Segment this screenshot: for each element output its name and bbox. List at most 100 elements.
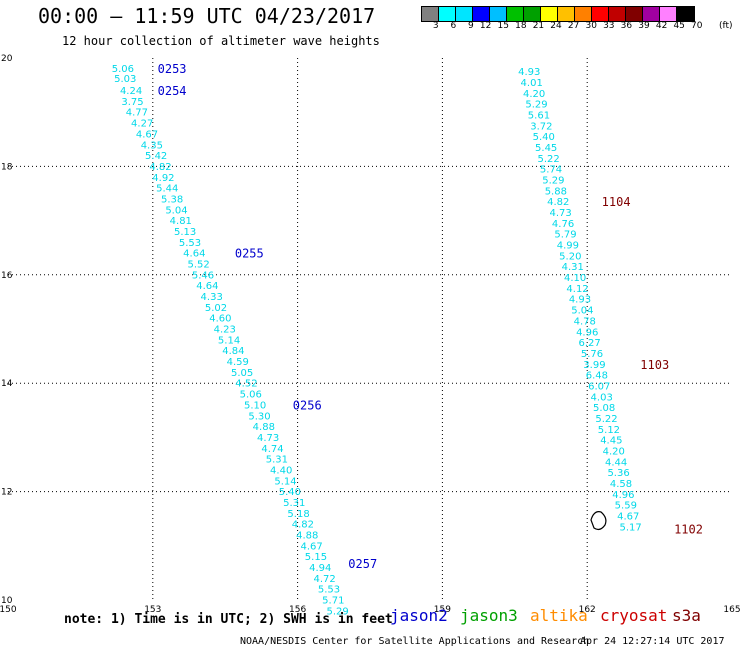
wave-height-value: 5.03 <box>114 74 136 85</box>
x-tick-label: 150 <box>0 605 17 615</box>
legend-altika: altika <box>530 606 588 625</box>
wave-height-value: 5.18 <box>287 509 309 520</box>
scale-label: 18 <box>515 21 527 31</box>
wave-height-value: 4.58 <box>610 479 632 490</box>
wave-height-value: 5.12 <box>598 425 620 436</box>
wave-height-value: 5.13 <box>174 227 196 238</box>
wave-height-value: 4.94 <box>309 563 331 574</box>
time-label-layer: 0253 0254 0255 0256 0257 1104 1103 1102 <box>158 62 703 571</box>
wave-height-value: 4.31 <box>562 262 584 273</box>
wave-height-value: 4.67 <box>300 541 322 552</box>
wave-height-value: 4.44 <box>605 457 627 468</box>
wave-height-value: 5.71 <box>322 596 344 607</box>
scale-label: 21 <box>532 21 545 31</box>
wave-height-value: 4.35 <box>141 140 163 151</box>
scale-swatch <box>456 7 473 21</box>
wave-height-value: 4.78 <box>574 316 596 327</box>
wave-height-value: 5.53 <box>318 585 340 596</box>
x-tick-label: 153 <box>144 605 161 615</box>
chart-title: 00:00 – 11:59 UTC 04/23/2017 <box>38 4 376 28</box>
wave-height-value: 5.06 <box>112 64 134 75</box>
wave-height-value: 4.88 <box>253 422 275 433</box>
y-tick-label: 20 <box>1 54 13 64</box>
wave-height-value: 5.61 <box>528 110 550 121</box>
y-tick-label: 14 <box>1 379 13 389</box>
color-scale-bar <box>421 6 695 22</box>
wave-height-value: 4.52 <box>235 379 257 390</box>
scale-label: 15 <box>497 21 509 31</box>
wave-height-value: 5.46 <box>192 270 214 281</box>
scale-label: 33 <box>603 21 615 31</box>
footer-credit: NOAA/NESDIS Center for Satellite Applica… <box>240 636 590 647</box>
island-outline <box>590 511 607 531</box>
scale-swatch <box>592 7 609 21</box>
wave-height-value: 5.53 <box>179 238 201 249</box>
wave-height-value: 3.99 <box>583 360 605 371</box>
wave-height-value: 6.27 <box>578 338 600 349</box>
scale-label: 45 <box>673 21 685 31</box>
legend-cryosat: cryosat <box>600 606 668 625</box>
wave-height-value: 5.04 <box>571 306 593 317</box>
x-tick-label: 165 <box>723 605 740 615</box>
scale-label: 39 <box>638 21 650 31</box>
wave-height-value: 5.08 <box>593 403 615 414</box>
wave-height-value: 4.27 <box>131 119 153 130</box>
wave-height-value: 4.40 <box>270 465 292 476</box>
wave-height-value: 3.75 <box>121 97 143 108</box>
wave-height-value: 5.76 <box>581 349 603 360</box>
wave-height-value: 4.64 <box>196 281 218 292</box>
scale-swatch <box>677 7 694 21</box>
wave-height-value: 5.45 <box>535 143 557 154</box>
wave-height-value: 5.31 <box>266 455 288 466</box>
scale-swatch <box>507 7 524 21</box>
wave-height-value: 4.81 <box>170 216 192 227</box>
pass-time-label: 1104 <box>602 195 631 209</box>
wave-height-value: 4.59 <box>227 357 249 368</box>
wave-height-value: 5.42 <box>145 151 167 162</box>
wave-height-value: 4.77 <box>126 108 148 119</box>
wave-height-value: 4.10 <box>564 273 586 284</box>
wave-height-value: 4.93 <box>518 67 540 78</box>
chart-subtitle: 12 hour collection of altimeter wave hei… <box>62 34 380 48</box>
wave-height-value: 5.74 <box>540 165 562 176</box>
wave-height-value: 5.36 <box>607 468 629 479</box>
legend-jason3: jason3 <box>460 606 518 625</box>
scale-label: 42 <box>655 21 668 31</box>
wave-height-value: 5.15 <box>305 552 327 563</box>
wave-height-value: 4.67 <box>617 512 639 523</box>
wave-height-value: 5.05 <box>231 368 253 379</box>
wave-height-value: 5.40 <box>279 487 301 498</box>
track-layer: 5.065.034.243.754.774.274.674.355.424.82… <box>112 64 642 618</box>
wave-height-value: 4.64 <box>183 249 205 260</box>
wave-height-value: 6.48 <box>586 371 608 382</box>
scale-label: 6 <box>450 21 457 31</box>
pass-time-label: 1103 <box>640 358 669 372</box>
wave-height-value: 5.88 <box>545 186 567 197</box>
x-tick-label: 162 <box>579 605 596 615</box>
grid-layer <box>8 58 732 600</box>
wave-height-value: 4.82 <box>149 162 171 173</box>
wave-height-value: 4.88 <box>296 531 318 542</box>
pass-time-label: 0254 <box>158 84 187 98</box>
y-tick-label: 12 <box>1 488 12 498</box>
wave-height-value: 4.82 <box>547 197 569 208</box>
wave-height-value: 5.22 <box>537 154 559 165</box>
wave-height-value: 5.79 <box>554 230 576 241</box>
wave-height-value: 4.03 <box>591 392 613 403</box>
wave-height-value: 4.20 <box>603 446 625 457</box>
scale-swatch <box>490 7 507 21</box>
wave-height-value: 5.22 <box>595 414 617 425</box>
y-tick-label: 18 <box>1 162 13 172</box>
scale-label: 30 <box>585 21 597 31</box>
wave-height-value: 5.04 <box>165 205 187 216</box>
wave-height-value: 4.84 <box>222 346 244 357</box>
scale-label: 24 <box>550 21 562 31</box>
wave-height-value: 4.45 <box>600 436 622 447</box>
wave-height-value: 4.93 <box>569 295 591 306</box>
wave-height-value: 5.14 <box>274 476 296 487</box>
scale-swatch <box>660 7 677 21</box>
wave-height-value: 3.72 <box>530 121 552 132</box>
wave-height-value: 6.07 <box>588 381 610 392</box>
wave-height-value: 5.44 <box>156 184 178 195</box>
